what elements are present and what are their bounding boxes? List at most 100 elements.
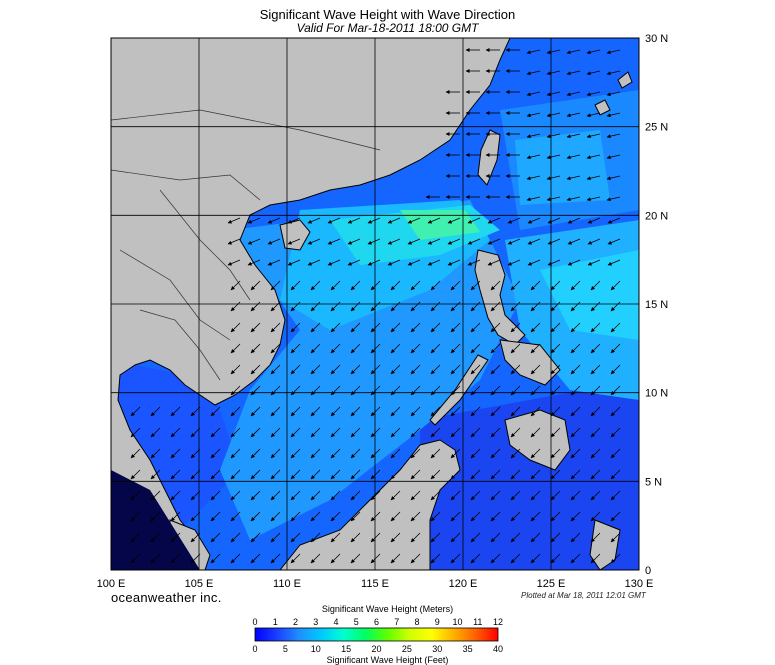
wave-direction-arrow bbox=[510, 322, 521, 333]
wave-direction-arrow bbox=[470, 553, 481, 564]
wave-direction-arrow bbox=[610, 385, 621, 396]
wave-direction-arrow bbox=[307, 217, 321, 224]
wave-direction-arrow bbox=[510, 385, 521, 396]
wave-direction-arrow bbox=[526, 175, 541, 181]
wave-direction-arrow bbox=[350, 322, 361, 333]
wave-direction-arrow bbox=[550, 280, 561, 291]
wave-direction-arrow bbox=[547, 217, 561, 224]
wave-direction-arrow bbox=[390, 490, 401, 501]
wave-direction-arrow bbox=[230, 301, 241, 312]
wave-direction-arrow bbox=[590, 490, 601, 501]
wave-direction-arrow bbox=[450, 511, 461, 522]
wave-direction-arrow bbox=[470, 406, 481, 417]
wave-direction-arrow bbox=[547, 238, 561, 245]
wave-direction-arrow bbox=[410, 406, 421, 417]
wave-direction-arrow bbox=[410, 469, 421, 480]
wave-direction-arrow bbox=[387, 259, 401, 266]
brand-logo: oceanweather inc. bbox=[111, 590, 222, 605]
wave-direction-arrow bbox=[170, 469, 181, 480]
wave-direction-arrow bbox=[530, 322, 541, 333]
wave-direction-arrow bbox=[370, 448, 381, 459]
wave-direction-arrow bbox=[490, 490, 501, 501]
wave-direction-arrow bbox=[530, 301, 541, 312]
land-ryukyu bbox=[617, 71, 633, 89]
wave-direction-arrow bbox=[270, 427, 281, 438]
sea-shade bbox=[540, 250, 639, 340]
wave-direction-arrow bbox=[590, 343, 601, 354]
wave-direction-arrow bbox=[610, 406, 621, 417]
wave-direction-arrow bbox=[410, 427, 421, 438]
wave-direction-arrow bbox=[270, 364, 281, 375]
wave-direction-arrow bbox=[350, 448, 361, 459]
wave-direction-arrow bbox=[450, 343, 461, 354]
wave-direction-arrow bbox=[470, 322, 481, 333]
wave-direction-arrow bbox=[390, 322, 401, 333]
wave-direction-arrow bbox=[310, 490, 321, 501]
latitude-label: 10 N bbox=[645, 388, 668, 400]
wave-direction-arrow bbox=[327, 217, 341, 224]
wave-direction-arrow bbox=[330, 301, 341, 312]
wave-direction-arrow bbox=[526, 154, 541, 160]
wave-direction-arrow bbox=[606, 196, 621, 202]
wave-direction-arrow bbox=[590, 511, 601, 522]
wave-direction-arrow bbox=[590, 301, 601, 312]
wave-direction-arrow bbox=[510, 301, 521, 312]
wave-direction-arrow bbox=[530, 427, 541, 438]
wave-direction-arrow bbox=[330, 532, 341, 543]
wave-direction-arrow bbox=[467, 259, 481, 266]
wave-direction-arrow bbox=[270, 343, 281, 354]
map-frame bbox=[110, 37, 640, 571]
wave-direction-arrow bbox=[450, 385, 461, 396]
wave-direction-arrow bbox=[546, 112, 561, 118]
wave-direction-arrow bbox=[130, 553, 141, 564]
wave-direction-arrow bbox=[570, 301, 581, 312]
wave-direction-arrow bbox=[567, 238, 581, 245]
wave-direction-arrow bbox=[130, 511, 141, 522]
wave-direction-arrow bbox=[230, 553, 241, 564]
wave-direction-arrow bbox=[487, 238, 501, 245]
wave-direction-arrow bbox=[530, 469, 541, 480]
wave-direction-arrow bbox=[387, 238, 401, 245]
wave-direction-arrow bbox=[290, 553, 301, 564]
wave-direction-arrow bbox=[230, 427, 241, 438]
wave-direction-arrow bbox=[390, 532, 401, 543]
wave-direction-arrow bbox=[190, 427, 201, 438]
wave-direction-arrow bbox=[430, 511, 441, 522]
wave-direction-arrow bbox=[370, 427, 381, 438]
wave-direction-arrow bbox=[390, 469, 401, 480]
wave-direction-arrow bbox=[310, 469, 321, 480]
wave-direction-arrow bbox=[287, 217, 301, 224]
wave-direction-arrow bbox=[550, 343, 561, 354]
wave-direction-arrow bbox=[550, 322, 561, 333]
wave-direction-arrow bbox=[570, 406, 581, 417]
wave-direction-arrow bbox=[230, 469, 241, 480]
wave-direction-arrow bbox=[227, 259, 241, 266]
wave-direction-arrow bbox=[490, 532, 501, 543]
wave-direction-arrow bbox=[367, 259, 381, 266]
wave-direction-arrow bbox=[430, 406, 441, 417]
wave-direction-arrow bbox=[610, 280, 621, 291]
wave-direction-arrow bbox=[530, 553, 541, 564]
wave-direction-arrow bbox=[407, 238, 421, 245]
wave-direction-arrow bbox=[410, 322, 421, 333]
wave-direction-arrow bbox=[130, 532, 141, 543]
wave-direction-arrow bbox=[606, 133, 621, 139]
wave-direction-arrow bbox=[530, 280, 541, 291]
wave-direction-arrow bbox=[526, 91, 541, 97]
plotted-timestamp: Plotted at Mar 18, 2011 12:01 GMT bbox=[521, 591, 646, 600]
wave-direction-arrow bbox=[606, 112, 621, 118]
wave-direction-arrow bbox=[270, 490, 281, 501]
wave-direction-arrow bbox=[470, 469, 481, 480]
wave-direction-arrow bbox=[310, 427, 321, 438]
wave-direction-arrow bbox=[470, 301, 481, 312]
wave-direction-arrow bbox=[287, 238, 301, 245]
wave-direction-arrow bbox=[586, 91, 601, 97]
wave-direction-arrow bbox=[270, 532, 281, 543]
wave-direction-arrow bbox=[310, 532, 321, 543]
wave-direction-arrow bbox=[370, 364, 381, 375]
wave-direction-arrow bbox=[170, 448, 181, 459]
wave-direction-arrow bbox=[546, 91, 561, 97]
wave-direction-arrow bbox=[490, 448, 501, 459]
wave-direction-arrow bbox=[330, 511, 341, 522]
wave-direction-arrow bbox=[507, 238, 521, 245]
